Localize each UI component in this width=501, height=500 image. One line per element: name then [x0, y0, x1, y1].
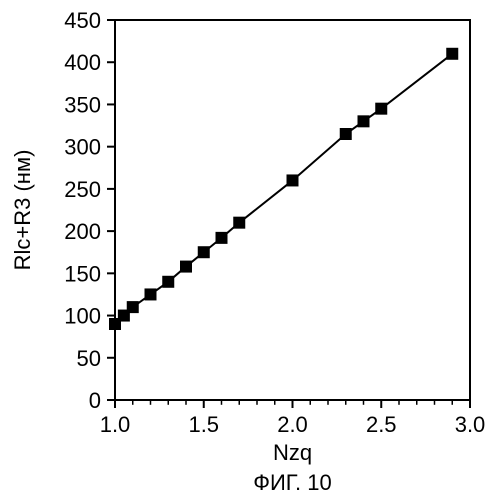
x-tick-label: 1.0 — [100, 412, 131, 437]
figure-container: 0 50 100 150 200 250 300 350 400 450 1.0 1.5 2.0 2.5 3… — [0, 0, 501, 500]
figure-label: ФИГ. 10 — [253, 470, 331, 495]
data-marker — [216, 232, 228, 244]
y-tick-label: 450 — [64, 8, 101, 33]
data-marker — [127, 301, 139, 313]
y-tick-label: 400 — [64, 50, 101, 75]
data-marker — [180, 261, 192, 273]
scatter-line-chart: 0 50 100 150 200 250 300 350 400 450 1.0 1.5 2.0 2.5 3… — [0, 0, 501, 500]
y-tick-label: 100 — [64, 304, 101, 329]
data-marker — [287, 174, 299, 186]
y-tick-label: 0 — [89, 388, 101, 413]
y-tick-label: 50 — [77, 346, 101, 371]
y-tick-label: 200 — [64, 219, 101, 244]
y-axis-label: Rlc+R3 (нм) — [10, 150, 35, 271]
x-tick-label: 2.0 — [277, 412, 308, 437]
data-marker — [446, 48, 458, 60]
data-marker — [340, 128, 352, 140]
x-tick-label: 3.0 — [455, 412, 486, 437]
data-marker — [233, 217, 245, 229]
data-marker — [358, 115, 370, 127]
y-tick-label: 150 — [64, 261, 101, 286]
data-marker — [198, 246, 210, 258]
plot-border — [115, 20, 470, 400]
y-tick-label: 300 — [64, 135, 101, 160]
y-tick-label: 250 — [64, 177, 101, 202]
data-marker — [162, 276, 174, 288]
x-axis-label: Nzq — [273, 440, 312, 465]
data-marker — [145, 288, 157, 300]
data-marker — [375, 103, 387, 115]
x-tick-label: 1.5 — [188, 412, 219, 437]
y-tick-label: 350 — [64, 92, 101, 117]
x-tick-label: 2.5 — [366, 412, 397, 437]
